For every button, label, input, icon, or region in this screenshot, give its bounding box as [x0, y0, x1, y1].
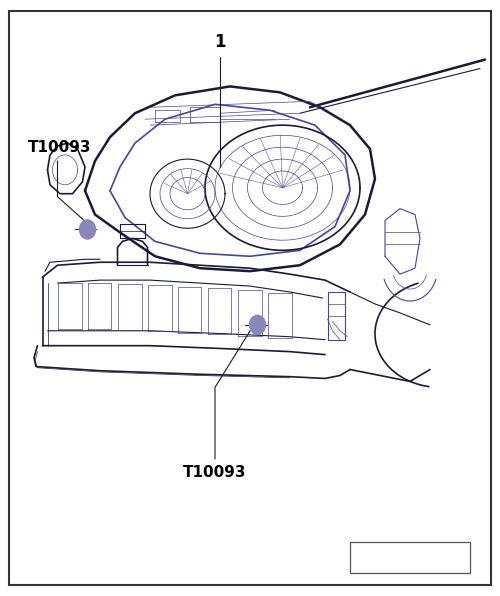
Text: N50-10067: N50-10067: [378, 551, 442, 564]
Bar: [350, 542, 470, 573]
Circle shape: [250, 315, 266, 334]
Text: 1: 1: [214, 33, 226, 51]
Text: T10093: T10093: [183, 465, 247, 480]
Circle shape: [80, 220, 96, 239]
Text: T10093: T10093: [28, 140, 91, 155]
